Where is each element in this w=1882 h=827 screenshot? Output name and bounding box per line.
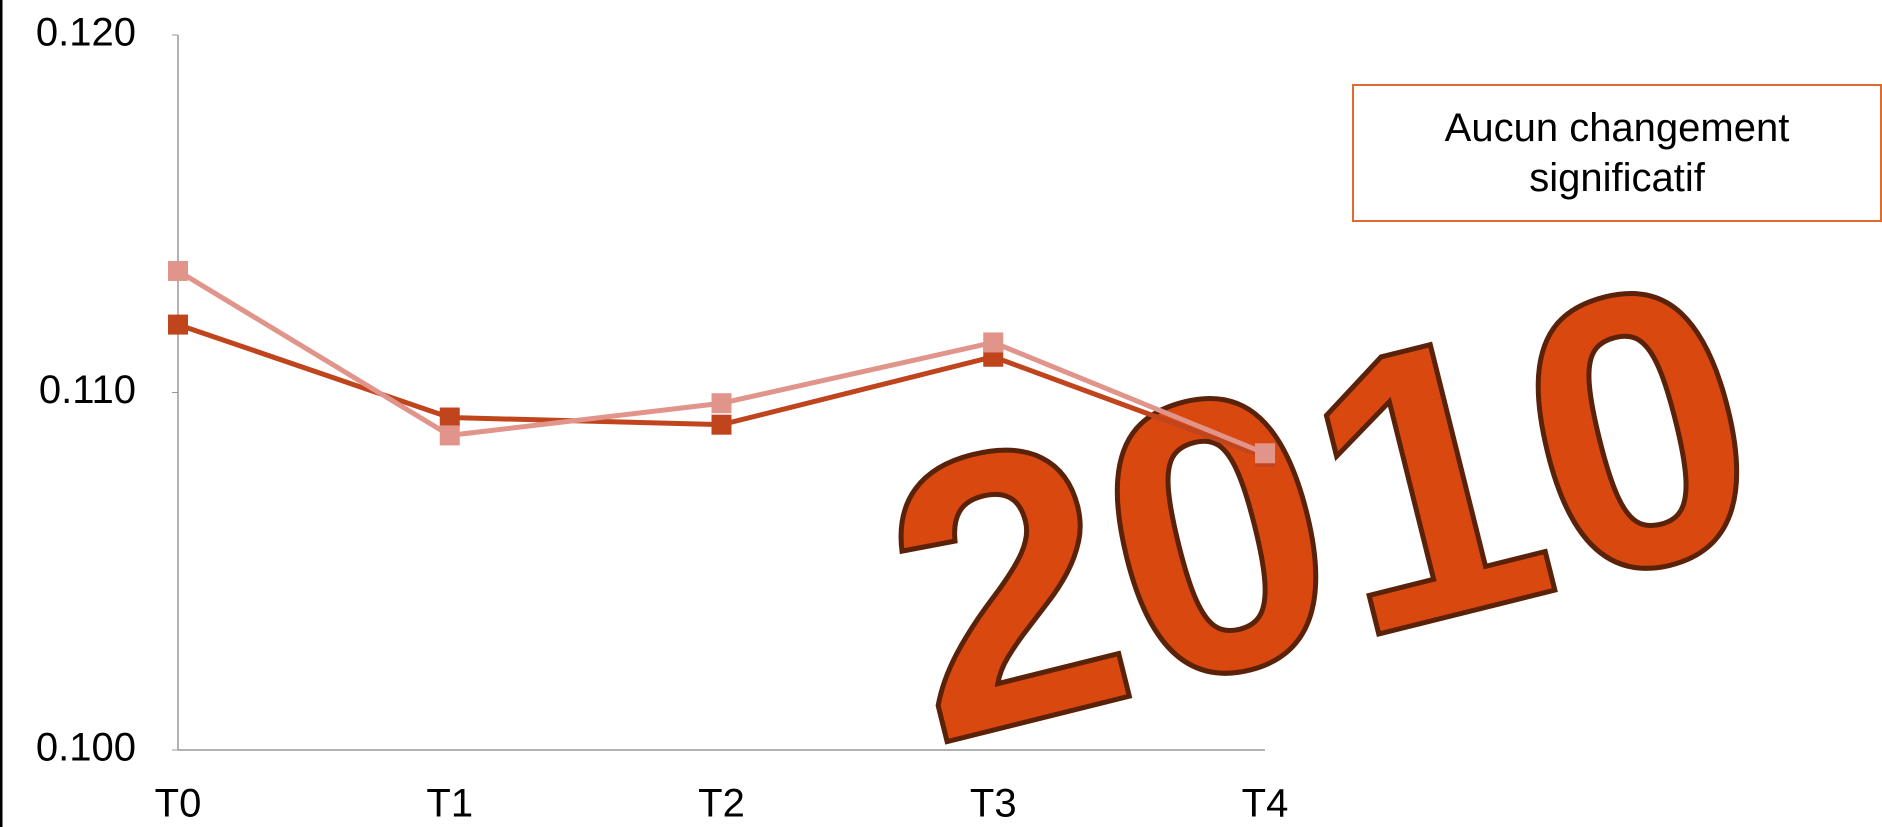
point-marker: [1255, 443, 1275, 464]
point-marker: [439, 425, 460, 446]
y-tick-label: 0.100: [36, 726, 136, 770]
x-tick-label: T1: [426, 782, 473, 826]
point-marker: [168, 314, 188, 335]
watermark: 2010: [849, 192, 1796, 825]
point-marker: [168, 260, 188, 281]
point-marker: [439, 407, 460, 428]
x-tick-label: T4: [1242, 782, 1289, 826]
x-tick-label: T0: [155, 782, 202, 826]
y-tick-label: 0.110: [39, 368, 136, 412]
point-marker: [983, 332, 1004, 353]
x-tick-label: T3: [970, 782, 1017, 826]
point-marker: [711, 393, 732, 414]
annotation: Aucun changement significatif: [1352, 84, 1882, 222]
x-tick-label: T2: [698, 782, 745, 826]
point-marker: [711, 414, 732, 435]
y-tick-label: 0.120: [36, 11, 136, 55]
